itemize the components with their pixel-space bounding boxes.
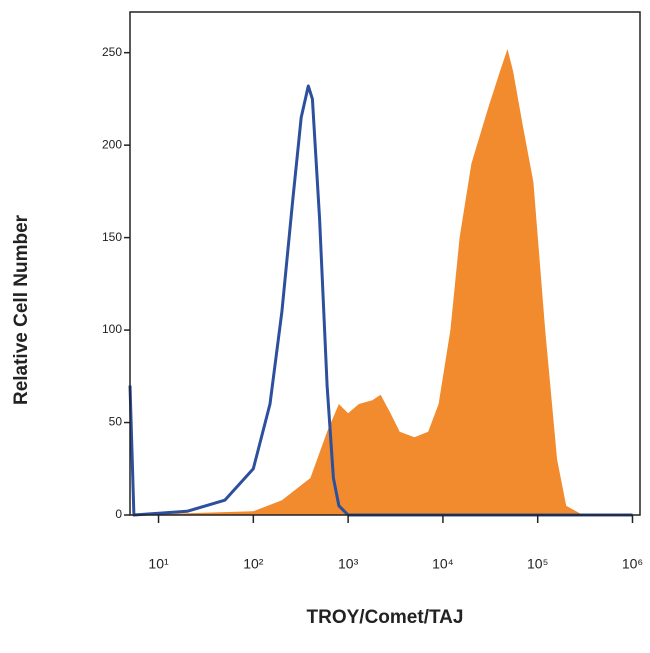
y-tick-label: 50 [109,415,123,429]
y-tick-label: 0 [115,507,122,521]
y-axis-title: Relative Cell Number [11,214,32,405]
x-axis-title: TROY/Comet/TAJ [307,607,464,628]
y-tick-label: 250 [102,45,122,59]
histogram-line [128,84,633,517]
x-tick-label: 10³ [338,556,359,572]
plot-frame [129,11,641,516]
y-tick-label: 100 [102,322,122,336]
x-tick-label: 10⁵ [527,556,548,572]
x-tick-label: 10² [243,556,264,572]
x-tick-label: 10¹ [148,556,169,572]
y-tick-label: 150 [102,230,122,244]
x-tick-label: 10⁴ [432,556,454,572]
histogram-area [130,49,633,515]
y-tick-label: 200 [102,137,122,151]
x-tick-label: 10⁶ [622,556,643,572]
